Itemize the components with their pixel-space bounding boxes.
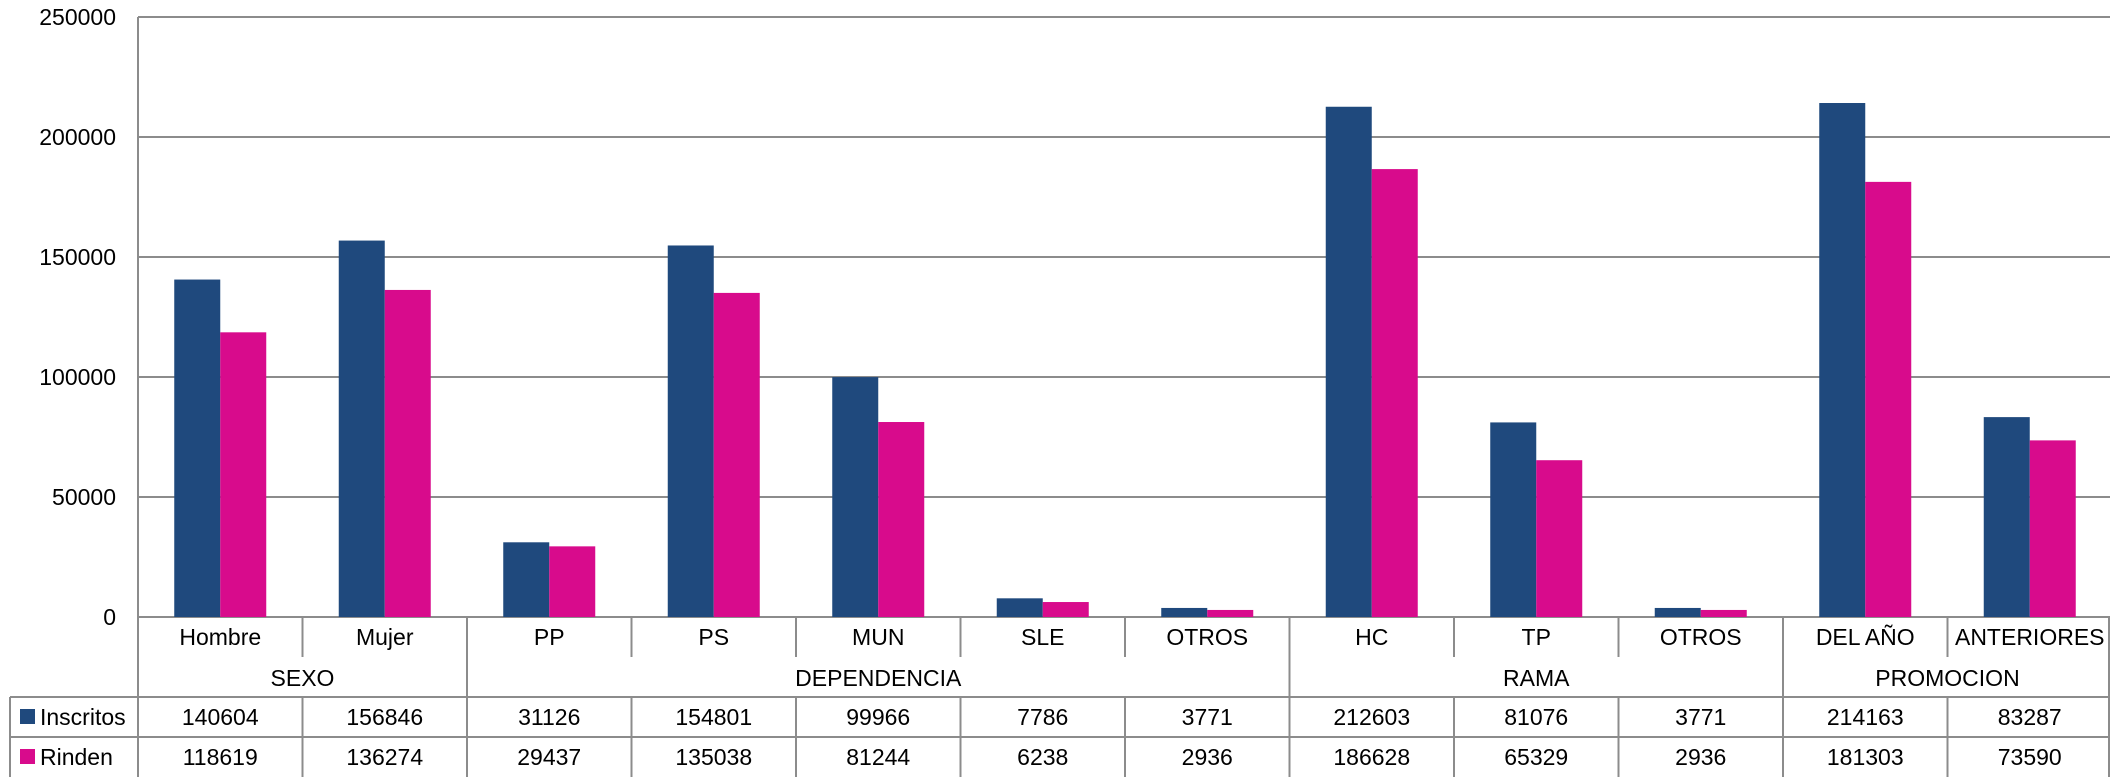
table-value: 2936 (1182, 744, 1233, 770)
category-label: SLE (1021, 624, 1064, 650)
bar-rinden (1700, 609, 1747, 617)
table-value: 2936 (1675, 744, 1726, 770)
table-value: 73590 (1998, 744, 2062, 770)
bar-inscritos (1819, 103, 1866, 618)
table-value: 156846 (346, 704, 423, 730)
category-label: ANTERIORES (1955, 624, 2105, 650)
table-value: 83287 (1998, 704, 2062, 730)
group-label: DEPENDENCIA (795, 665, 962, 691)
y-tick-label: 200000 (39, 124, 116, 150)
bar-inscritos (996, 598, 1043, 617)
table-value: 140604 (182, 704, 259, 730)
table-value: 3771 (1182, 704, 1233, 730)
bar-inscritos (832, 377, 879, 617)
data-table: Hombre Mujer PP PS MUN SLE OTROS HC TP OTROS DEL A… (9, 617, 2110, 777)
bar-rinden (1042, 602, 1089, 617)
legend-label: Rinden (40, 744, 113, 770)
bar-rinden (2029, 440, 2076, 617)
table-value: 212603 (1333, 704, 1410, 730)
category-label: PS (698, 624, 729, 650)
bar-rinden (1207, 609, 1254, 617)
legend-key-inscritos (20, 709, 35, 724)
bar-inscritos (667, 245, 714, 617)
bar-inscritos (1490, 422, 1537, 617)
table-value: 136274 (346, 744, 423, 770)
table-value: 31126 (518, 704, 580, 730)
category-label: DEL AÑO (1816, 624, 1915, 650)
bar-inscritos (1161, 607, 1208, 617)
bar-rinden (1536, 460, 1583, 617)
y-tick-label: 250000 (39, 4, 116, 30)
bar-rinden (1371, 169, 1418, 617)
group-label: SEXO (271, 665, 335, 691)
category-label: PP (534, 624, 565, 650)
bar-inscritos (503, 542, 550, 617)
gridlines (137, 16, 2110, 618)
table-value: 81244 (846, 744, 910, 770)
category-label: OTROS (1660, 624, 1742, 650)
category-label: Hombre (179, 624, 261, 650)
category-label: OTROS (1166, 624, 1248, 650)
category-label: Mujer (356, 624, 414, 650)
y-tick-label: 100000 (39, 364, 116, 390)
table-value: 3771 (1675, 704, 1726, 730)
table-value: 99966 (846, 704, 910, 730)
table-value: 65329 (1504, 744, 1568, 770)
bar-inscritos (1654, 607, 1701, 617)
bar-rinden (1865, 181, 1912, 617)
table-value: 29437 (517, 744, 581, 770)
group-label: RAMA (1503, 665, 1570, 691)
table-value: 118619 (183, 744, 258, 770)
bar-inscritos (338, 240, 385, 618)
table-value: 135038 (675, 744, 752, 770)
table-value: 7786 (1017, 704, 1068, 730)
bar-inscritos (174, 279, 221, 617)
bar-inscritos (1325, 106, 1372, 617)
table-value: 181303 (1827, 744, 1904, 770)
bar-rinden (713, 292, 760, 617)
table-value: 81076 (1504, 704, 1568, 730)
category-label: MUN (852, 624, 904, 650)
legend-label: Inscritos (40, 704, 126, 730)
group-label: PROMOCION (1875, 665, 2019, 691)
bar-inscritos (1983, 417, 2030, 617)
y-axis: 0 50000 100000 150000 200000 250000 (39, 4, 116, 630)
table-value: 6238 (1017, 744, 1068, 770)
table-value: 154801 (675, 704, 752, 730)
y-tick-label: 150000 (39, 244, 116, 270)
table-value: 186628 (1333, 744, 1410, 770)
bar-rinden (549, 546, 596, 617)
bar-rinden (220, 332, 267, 617)
category-label: TP (1522, 624, 1551, 650)
bar-rinden (878, 422, 925, 617)
bars (174, 103, 2076, 618)
legend-key-rinden (20, 749, 35, 764)
category-label: HC (1355, 624, 1388, 650)
bar-rinden (384, 289, 431, 617)
y-tick-label: 0 (103, 604, 116, 630)
y-tick-label: 50000 (52, 484, 116, 510)
table-value: 214163 (1827, 704, 1904, 730)
